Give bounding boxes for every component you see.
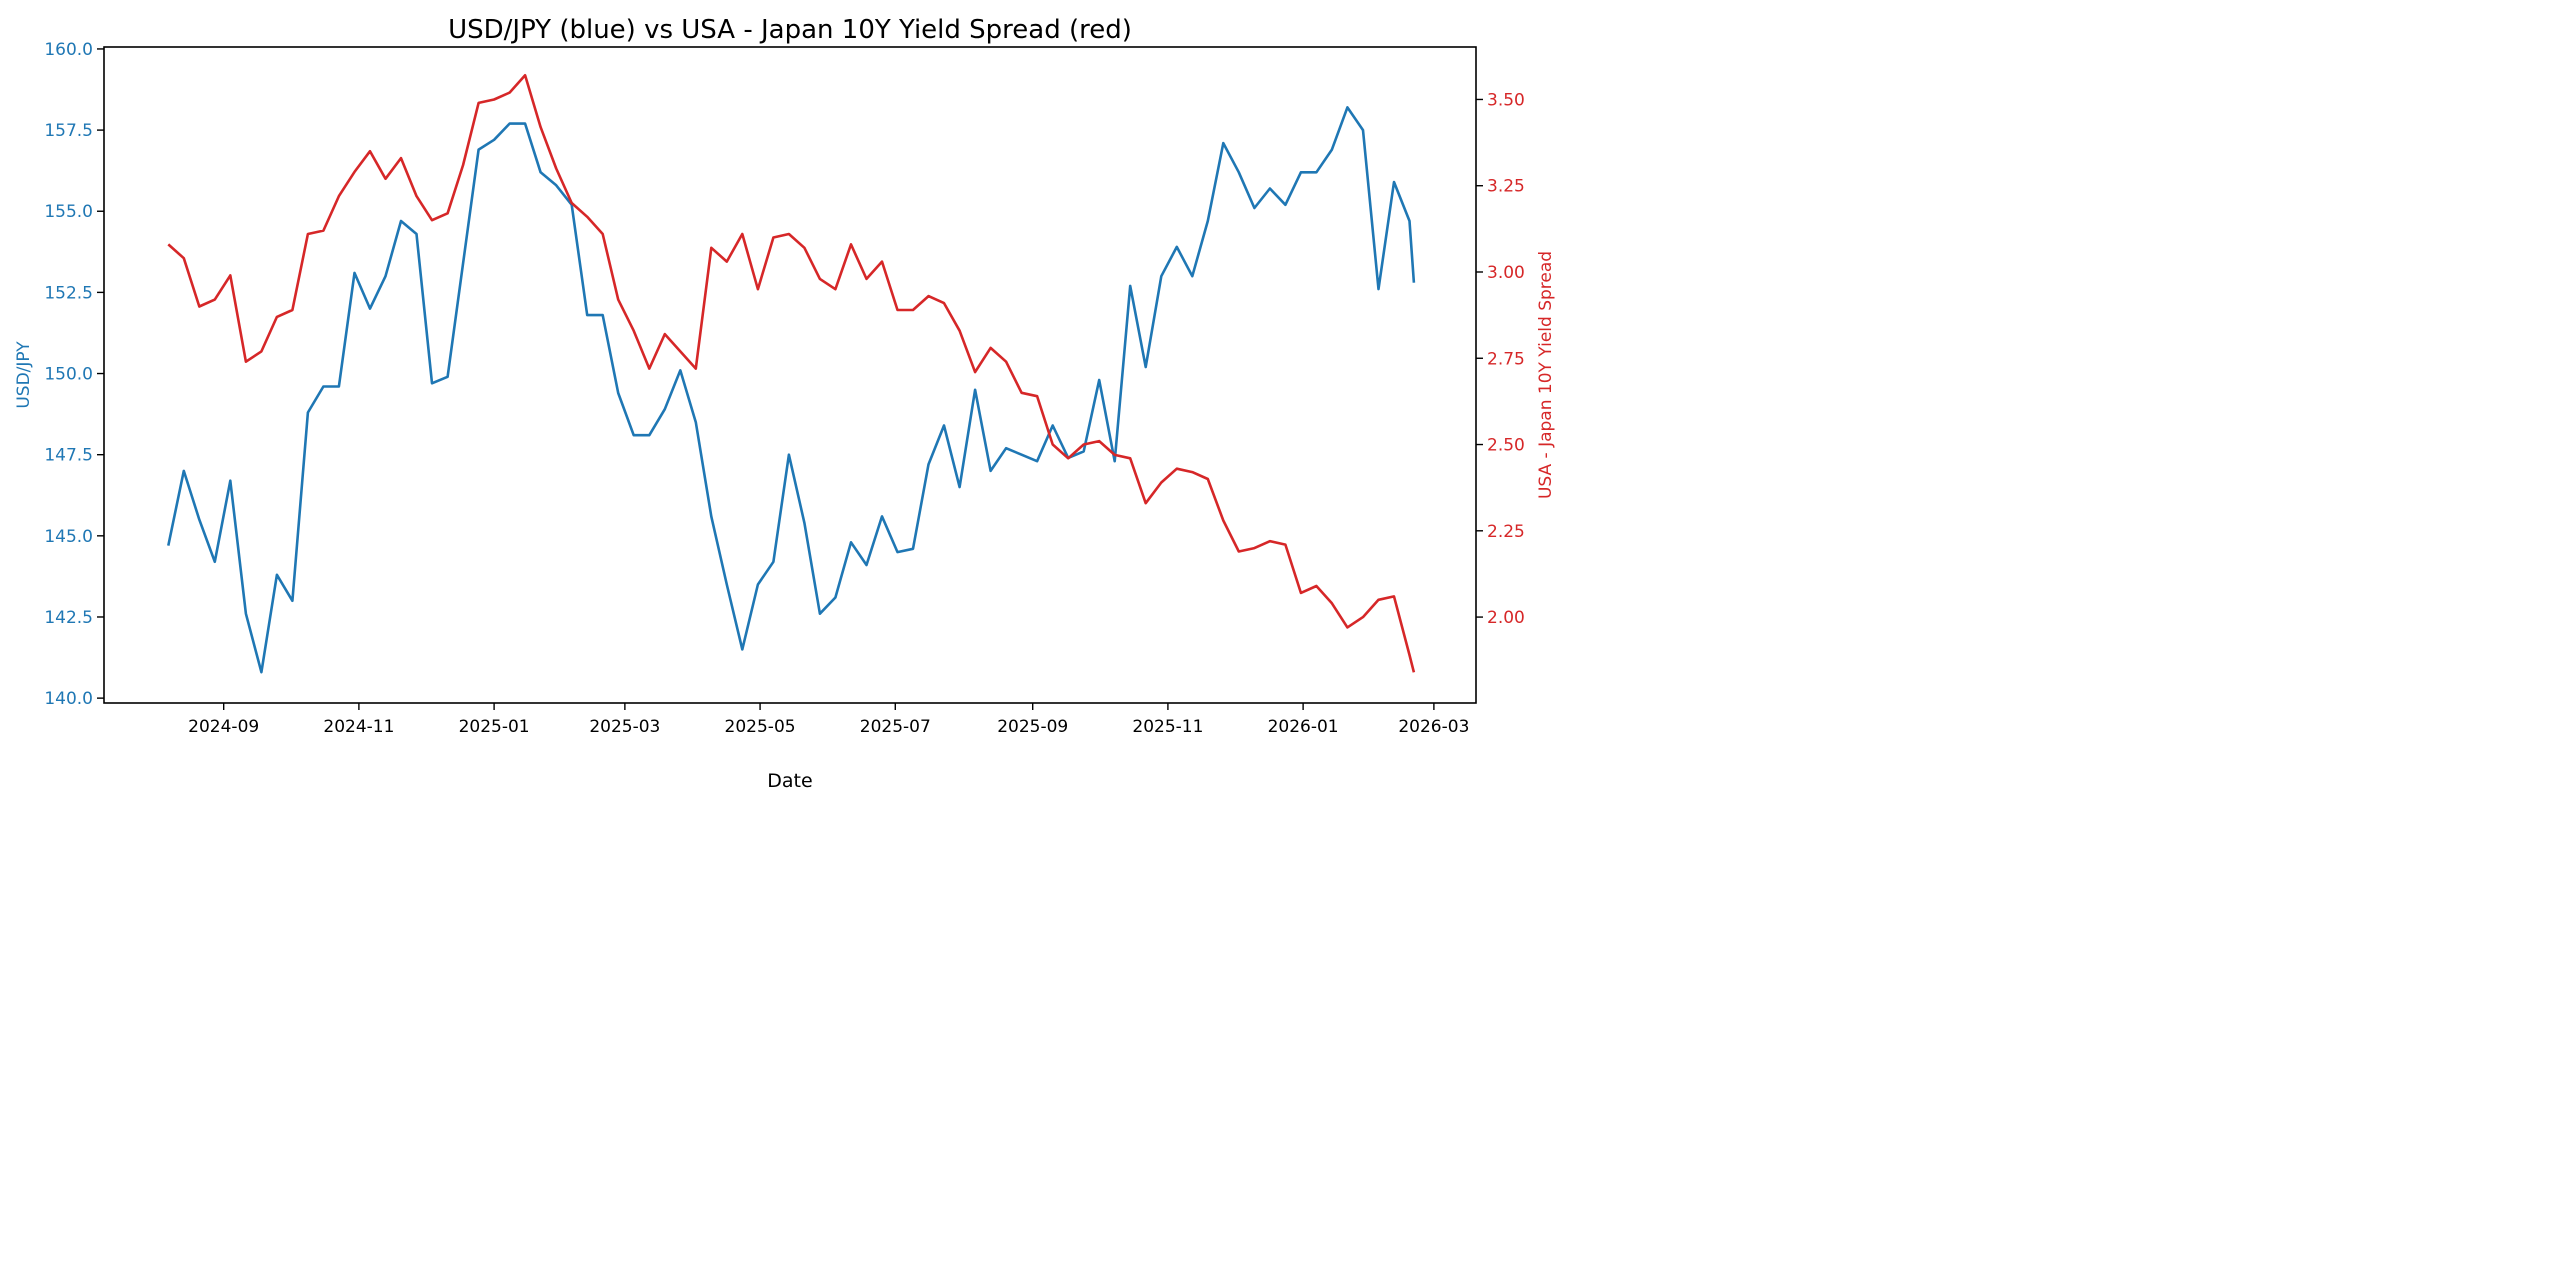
x-tick-label: 2025-05 (725, 717, 796, 737)
y-left-tick-label: 155.0 (44, 202, 93, 222)
y-left-tick-label: 140.0 (44, 689, 93, 709)
y-left-tick-label: 145.0 (44, 527, 93, 547)
x-tick-label: 2025-09 (997, 717, 1068, 737)
y-axis-left-label: USD/JPY (14, 341, 34, 409)
x-axis-label: Date (767, 770, 812, 792)
y-right-tick-label: 3.25 (1487, 177, 1525, 197)
x-tick-label: 2026-03 (1398, 717, 1469, 737)
y-right-tick-label: 2.50 (1487, 436, 1525, 456)
y-axis-right-label: USA - Japan 10Y Yield Spread (1536, 251, 1556, 499)
x-tick-label: 2026-01 (1268, 717, 1339, 737)
usdjpy-line (168, 107, 1414, 672)
x-tick-label: 2024-11 (323, 717, 394, 737)
y-right-tick-label: 2.75 (1487, 349, 1525, 369)
y-right-tick-label: 2.25 (1487, 522, 1525, 542)
y-left-tick-label: 142.5 (44, 608, 93, 628)
x-tick-label: 2024-09 (188, 717, 259, 737)
y-right-tick-label: 2.00 (1487, 608, 1525, 628)
y-right-tick-label: 3.00 (1487, 263, 1525, 283)
y-left-tick-label: 160.0 (44, 40, 93, 60)
y-left-tick-label: 150.0 (44, 365, 93, 385)
y-left-tick-label: 152.5 (44, 283, 93, 303)
y-left-tick-label: 157.5 (44, 121, 93, 141)
x-tick-label: 2025-11 (1132, 717, 1203, 737)
chart-title: USD/JPY (blue) vs USA - Japan 10Y Yield … (448, 15, 1132, 45)
x-tick-label: 2025-01 (459, 717, 530, 737)
x-tick-label: 2025-03 (589, 717, 660, 737)
plot-frame (104, 47, 1476, 703)
y-right-tick-label: 3.50 (1487, 90, 1525, 110)
yield-spread-line (168, 75, 1414, 672)
y-left-tick-label: 147.5 (44, 446, 93, 466)
x-tick-label: 2025-07 (860, 717, 931, 737)
